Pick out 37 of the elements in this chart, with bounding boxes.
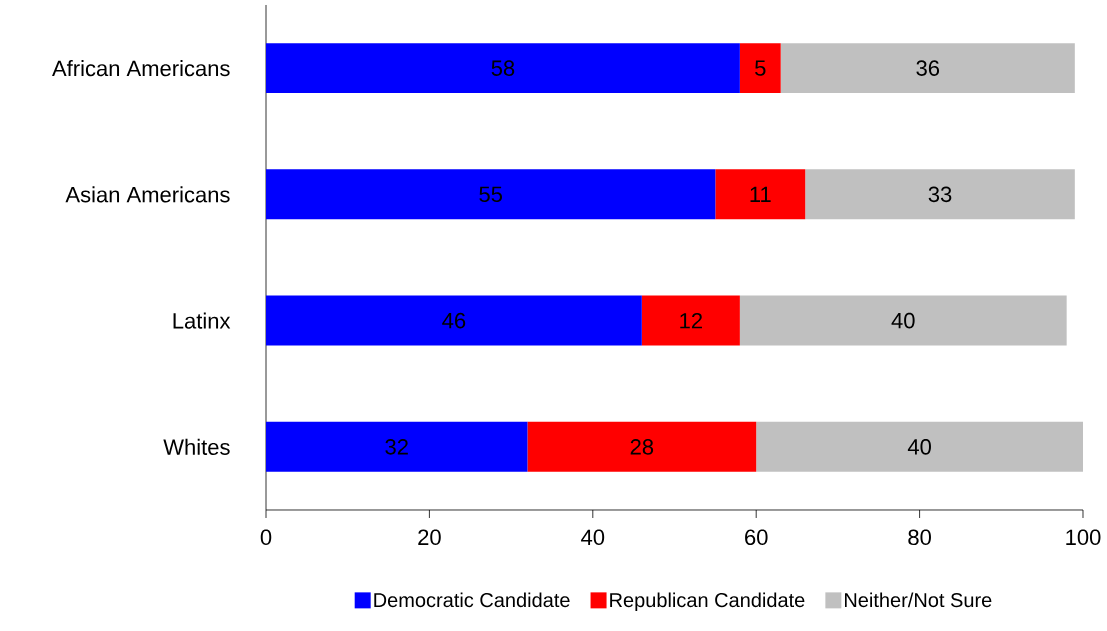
data-label: 28 [630,439,654,455]
bar [266,421,528,472]
bar [739,43,781,94]
data-label: 33 [928,186,952,203]
bar [527,421,757,472]
data-label: 55 [479,186,502,203]
data-label: 58 [491,60,515,76]
bar [756,421,1083,472]
bar [739,295,1067,346]
bar [805,169,1075,220]
legend-label: Neither/Not Sure [845,592,992,608]
bar [641,295,740,346]
x-tick-label: 40 [581,529,605,546]
bar [266,295,642,346]
legend-label: Democratic Candidate [374,592,570,608]
data-label: 12 [680,312,702,329]
data-label: 11 [750,186,771,202]
data-label: 36 [916,60,940,76]
data-label: 46 [442,312,466,329]
x-tick-label: 60 [745,529,768,546]
y-tick-label: Whites [163,438,230,455]
data-label: 5 [755,60,766,76]
x-tick-label: 80 [908,529,931,546]
data-label: 32 [385,439,408,455]
bar [266,43,740,94]
bar [266,169,716,220]
x-tick-label: 100 [1066,529,1101,546]
x-tick-label: 20 [418,529,441,546]
y-tick-label: Asian Americans [65,186,230,203]
legend-label: Republican Candidate [610,592,805,612]
bar [780,43,1075,94]
y-tick-label: Latinx [173,312,231,329]
bar [715,169,806,220]
x-tick-label: 0 [260,529,272,546]
data-label: 40 [891,312,915,329]
data-label: 40 [907,439,931,455]
y-tick-label: African Americans [52,60,230,77]
